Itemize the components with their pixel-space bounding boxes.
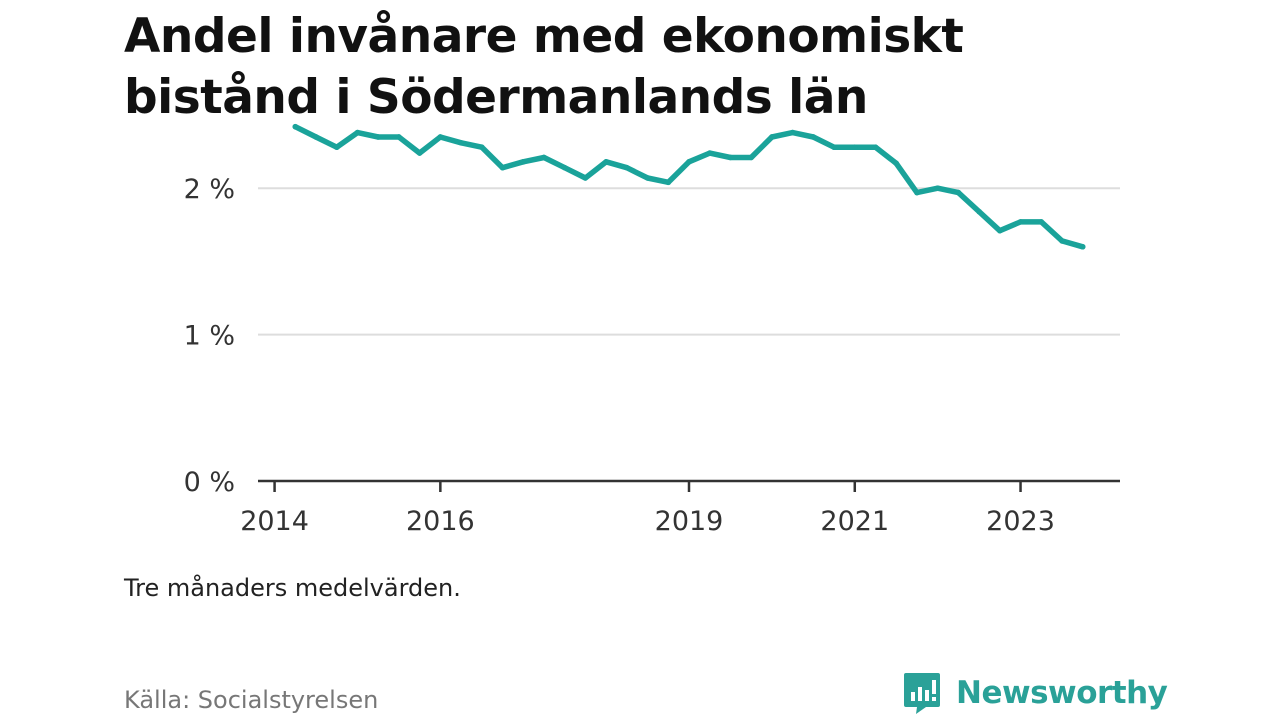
chart-note: Tre månaders medelvärden. — [124, 574, 461, 602]
data-point — [582, 175, 589, 181]
series-line — [292, 123, 1086, 250]
x-tick-label: 2019 — [655, 506, 724, 537]
y-tick-label: 0 % — [184, 467, 235, 498]
data-point — [810, 134, 817, 140]
data-point — [1017, 219, 1024, 225]
data-point — [997, 227, 1003, 234]
data-point — [851, 144, 858, 151]
data-point — [686, 159, 692, 165]
data-point — [354, 129, 361, 136]
data-point — [831, 144, 837, 151]
data-point — [396, 134, 402, 140]
data-point — [644, 175, 651, 181]
data-point — [727, 154, 734, 161]
data-point — [1079, 243, 1086, 250]
data-point — [437, 134, 444, 140]
x-tick-label: 2021 — [820, 506, 889, 537]
series-layer — [292, 123, 1086, 250]
chart-title: Andel invånare med ekonomiskt bistånd i … — [124, 9, 964, 125]
x-axis — [258, 479, 1120, 492]
y-tick-label: 2 % — [184, 174, 235, 205]
data-point — [1038, 219, 1045, 225]
data-point — [292, 123, 299, 130]
brand-logo: Newsworthy — [902, 671, 1168, 715]
data-point — [914, 189, 920, 196]
data-point — [769, 134, 775, 140]
line-chart: 0 % 1 % 2 % 2014 2016 2019 2021 2023 — [184, 123, 1120, 537]
data-point — [934, 185, 941, 191]
data-point — [458, 140, 464, 146]
data-point — [976, 208, 982, 215]
data-point — [520, 159, 527, 165]
x-axis-labels: 2014 2016 2019 2021 2023 — [240, 506, 1055, 537]
x-tick-label: 2023 — [986, 506, 1055, 537]
data-point — [333, 144, 340, 151]
data-point — [624, 164, 630, 171]
data-point — [893, 160, 900, 167]
data-point — [1059, 238, 1065, 244]
data-point — [872, 144, 879, 151]
data-point — [313, 134, 319, 140]
data-point — [665, 179, 672, 186]
data-point — [375, 134, 381, 140]
data-point — [603, 159, 609, 165]
x-tick-label: 2016 — [406, 506, 475, 537]
data-point — [561, 164, 568, 171]
data-point — [499, 164, 506, 171]
y-tick-label: 1 % — [184, 321, 235, 352]
data-point — [789, 129, 796, 136]
gridlines — [258, 187, 1120, 336]
data-point — [478, 144, 485, 151]
source-label: Källa: Socialstyrelsen — [124, 686, 379, 714]
brand-name: Newsworthy — [956, 675, 1168, 711]
y-axis-labels: 0 % 1 % 2 % — [184, 174, 235, 498]
data-point — [416, 150, 423, 156]
newsworthy-logo-icon — [904, 673, 940, 714]
data-point — [955, 189, 962, 196]
data-point — [706, 150, 713, 156]
x-tick-label: 2014 — [240, 506, 309, 537]
data-point — [541, 154, 547, 161]
data-point — [748, 154, 754, 161]
